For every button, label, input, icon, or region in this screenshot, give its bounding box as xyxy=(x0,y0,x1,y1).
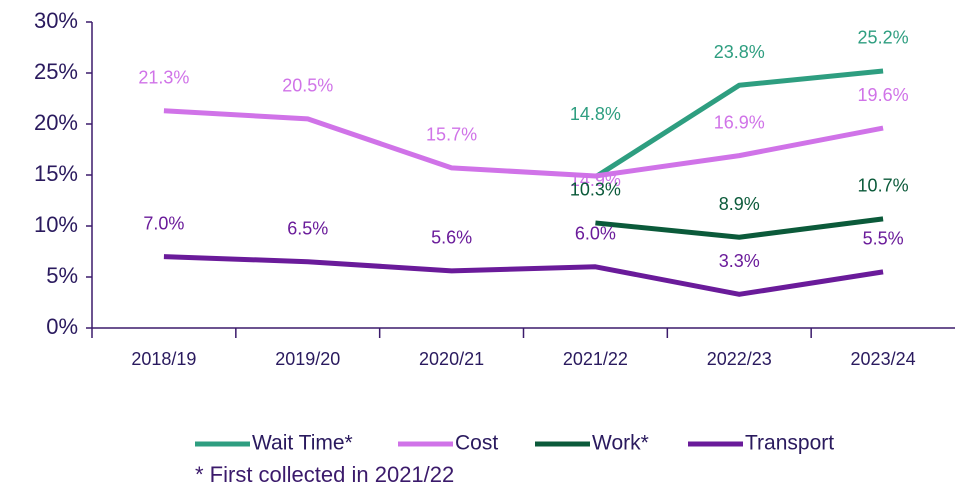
value-label: 6.0% xyxy=(575,224,616,244)
y-tick-label: 20% xyxy=(34,110,78,135)
value-label: 20.5% xyxy=(282,76,333,96)
value-label: 5.5% xyxy=(863,229,904,249)
series-line xyxy=(595,216,884,240)
series-line xyxy=(163,108,884,179)
value-label: 3.3% xyxy=(719,251,760,271)
value-label: 14.8% xyxy=(570,104,621,124)
value-label: 19.6% xyxy=(858,85,909,105)
value-label: 7.0% xyxy=(143,213,184,233)
x-tick-label: 2019/20 xyxy=(275,349,340,369)
value-label: 14.9% xyxy=(570,170,621,190)
x-tick-label: 2023/24 xyxy=(851,349,916,369)
value-label: 16.9% xyxy=(714,112,765,132)
series-line xyxy=(594,68,884,180)
value-label: 5.6% xyxy=(431,228,472,248)
y-tick-label: 30% xyxy=(34,8,78,33)
x-tick-label: 2021/22 xyxy=(563,349,628,369)
value-label: 10.3% xyxy=(570,180,621,200)
y-tick-label: 15% xyxy=(34,161,78,186)
y-tick-label: 5% xyxy=(46,263,78,288)
y-tick-label: 0% xyxy=(46,314,78,339)
series-line xyxy=(163,254,884,297)
x-tick-label: 2020/21 xyxy=(419,349,484,369)
legend-label: Cost xyxy=(455,432,498,455)
value-label: 21.3% xyxy=(138,67,189,87)
legend-label: Work* xyxy=(592,432,649,455)
legend-label: Wait Time* xyxy=(252,432,353,455)
value-label: 8.9% xyxy=(719,194,760,214)
value-label: 23.8% xyxy=(714,42,765,62)
value-label: 25.2% xyxy=(858,28,909,48)
value-label: 15.7% xyxy=(426,125,477,145)
legend-label: Transport xyxy=(745,432,834,455)
value-label: 10.7% xyxy=(858,176,909,196)
value-label: 6.5% xyxy=(287,218,328,238)
x-tick-label: 2018/19 xyxy=(131,349,196,369)
y-tick-label: 10% xyxy=(34,212,78,237)
footnote: * First collected in 2021/22 xyxy=(195,462,454,487)
y-tick-label: 25% xyxy=(34,59,78,84)
x-tick-label: 2022/23 xyxy=(707,349,772,369)
